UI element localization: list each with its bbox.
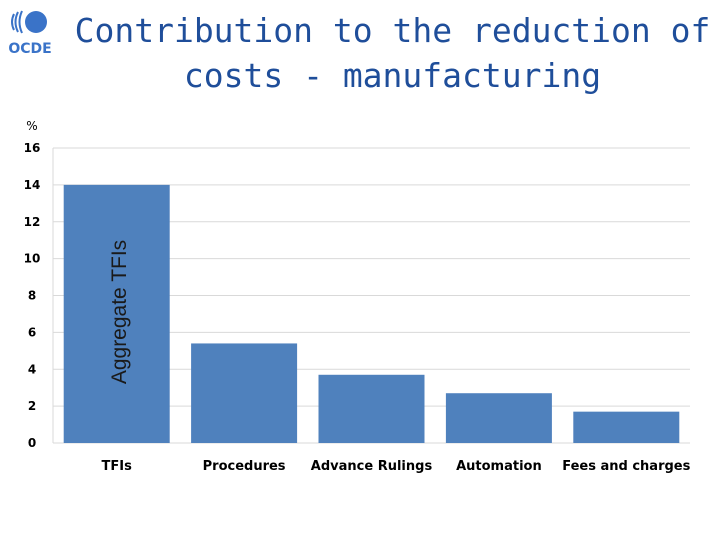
y-tick-label: 10 — [24, 252, 41, 266]
bar-tfis — [63, 184, 170, 443]
bar-procedures — [191, 343, 298, 443]
y-ticks: 0 2 4 6 8 10 12 14 16 — [24, 141, 41, 450]
y-tick-label: 12 — [24, 215, 41, 229]
y-axis-unit-label: % — [26, 119, 37, 133]
y-tick-label: 4 — [28, 362, 36, 376]
y-tick-label: 6 — [28, 325, 36, 339]
bars — [63, 184, 680, 443]
oecd-logo: OCDE — [6, 6, 58, 57]
x-category-labels: TFIs Procedures Advance Rulings Automation F… — [102, 459, 691, 474]
bar-annotation-label: Aggregate TFIs — [108, 240, 131, 384]
y-tick-label: 0 — [28, 436, 36, 450]
x-category-label: Automation — [456, 459, 542, 474]
bar-automation — [445, 393, 552, 443]
x-category-label: TFIs — [102, 459, 133, 474]
logo-text: OCDE — [8, 41, 51, 56]
y-tick-label: 14 — [24, 178, 41, 192]
bar-fees-and-charges — [573, 411, 680, 443]
x-category-label: Fees and charges — [562, 459, 690, 474]
oecd-logo-icon: OCDE — [8, 10, 52, 57]
y-tick-label: 8 — [28, 289, 36, 303]
bar-advance-rulings — [318, 374, 425, 443]
chart-title: Contribution to the reduction of costs -… — [74, 11, 711, 95]
x-category-label: Advance Rulings — [311, 459, 433, 474]
y-tick-label: 16 — [24, 141, 41, 155]
x-category-label: Procedures — [203, 459, 286, 474]
y-tick-label: 2 — [28, 399, 36, 413]
